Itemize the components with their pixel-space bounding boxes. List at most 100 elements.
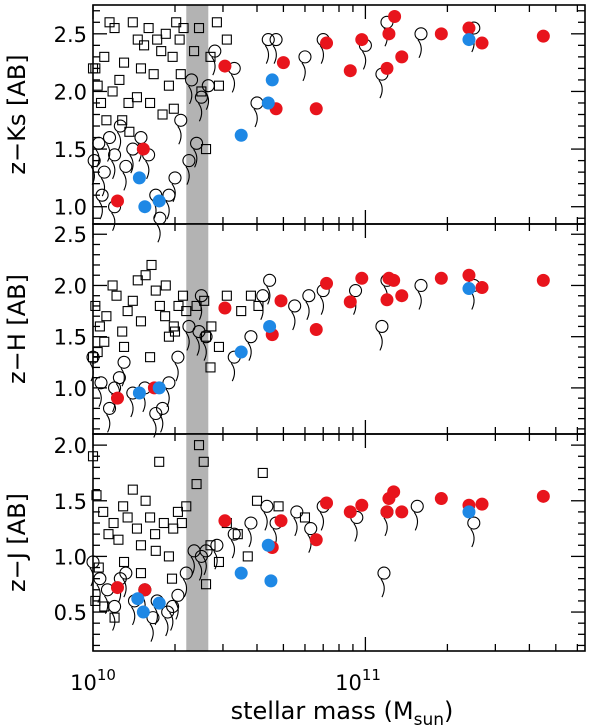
point-circle-ring (304, 522, 318, 536)
point-circle-tail (230, 362, 236, 382)
point-circle-ring (108, 599, 122, 614)
x-axis-label-subscript: sun (414, 710, 444, 728)
point-circle-ring (269, 33, 283, 47)
point-circle-tail (171, 183, 176, 203)
point-red (355, 271, 369, 285)
point-square (90, 300, 101, 312)
point-square (91, 490, 102, 501)
point-circle-tail (301, 62, 306, 82)
point-circle-ring (377, 566, 391, 580)
point-red (387, 485, 401, 499)
point-circle-tail (116, 131, 122, 151)
point-circle (149, 406, 163, 438)
point-circle-ring (119, 566, 133, 580)
point-square (181, 306, 192, 317)
y-ticklabel: 1.5 (54, 326, 87, 350)
point-circle-tail (129, 154, 134, 174)
point-circle (260, 499, 274, 531)
point-circle-tail (319, 512, 325, 531)
point-circle-ring (166, 599, 180, 614)
x-ticklabel-1e11-exp: 11 (362, 666, 381, 684)
point-circle (102, 401, 117, 433)
point-circle-ring (414, 278, 428, 293)
point-square (160, 280, 171, 291)
point-circle-ring (146, 611, 160, 625)
point-square (145, 97, 156, 109)
x-ticks (92, 224, 579, 434)
panel-frame (92, 223, 586, 435)
point-blue (261, 96, 275, 110)
point-square (163, 551, 174, 562)
point-square (251, 495, 263, 506)
point-square (117, 326, 128, 337)
point-circle-ring (375, 319, 389, 333)
point-blue (152, 381, 166, 395)
point-circle-tail (291, 311, 296, 331)
point-circle-tail (182, 578, 188, 598)
point-circle (119, 159, 133, 191)
point-circle-tail (129, 398, 134, 418)
point-circle-tail (122, 578, 127, 598)
point-red (536, 29, 550, 43)
point-square (253, 300, 264, 312)
point-circle (153, 211, 167, 243)
y-axis-label-zH: z−H [AB] (3, 274, 31, 384)
point-circle-ring (208, 44, 222, 58)
point-square (206, 321, 217, 332)
point-blue (234, 128, 248, 142)
point-square (145, 352, 156, 363)
point-circle-ring (263, 273, 277, 287)
point-circle (171, 350, 185, 382)
point-square (156, 46, 167, 57)
point-circle-tail (122, 172, 127, 191)
point-circle-tail (153, 606, 158, 626)
point-circle-tail (111, 160, 116, 180)
point-circle-ring (112, 371, 126, 385)
point-circle-tail (152, 419, 157, 438)
point-square (177, 290, 189, 301)
point-circle-ring (190, 136, 204, 150)
point-circle-ring (194, 289, 208, 303)
point-blue (138, 200, 152, 214)
point-blue (462, 505, 476, 519)
point-circle-ring (94, 376, 108, 390)
point-square (90, 595, 101, 606)
y-ticklabel: 0.5 (54, 601, 87, 625)
point-circle (201, 79, 215, 110)
point-square (127, 295, 138, 306)
point-circle-ring (288, 299, 302, 313)
point-circle (119, 566, 133, 598)
point-square (154, 300, 165, 312)
x-ticks (92, 5, 579, 224)
point-circle-tail (131, 606, 136, 626)
point-circle-tail (193, 148, 198, 168)
point-circle (113, 119, 127, 151)
point-square (299, 512, 311, 523)
point-circle-ring (467, 516, 481, 530)
point-circle-tail (97, 388, 102, 408)
point-circle-ring (199, 544, 213, 558)
point-circle (250, 96, 264, 128)
point-red (218, 301, 232, 315)
point-circle-tail (169, 612, 174, 631)
point-square (193, 23, 205, 34)
point-square (140, 495, 151, 506)
point-square (118, 57, 130, 68)
y-ticklabel: 1.5 (54, 138, 87, 162)
point-circle-ring (117, 355, 131, 369)
point-circle-tail (98, 200, 103, 220)
point-circle-ring (171, 588, 185, 602)
point-square (178, 23, 189, 34)
point-red (536, 489, 550, 503)
point-red (475, 497, 489, 511)
point-circle-tail (202, 342, 207, 361)
point-circle-tail (293, 517, 298, 537)
point-red (434, 271, 448, 285)
point-square (193, 440, 205, 451)
point-square (172, 506, 183, 517)
point-circle-ring (155, 401, 170, 415)
y-axis-label-zKs: z−Ks [AB] (3, 54, 31, 174)
point-circle (199, 544, 213, 576)
point-circle-tail (197, 102, 203, 122)
point-square (118, 341, 130, 352)
